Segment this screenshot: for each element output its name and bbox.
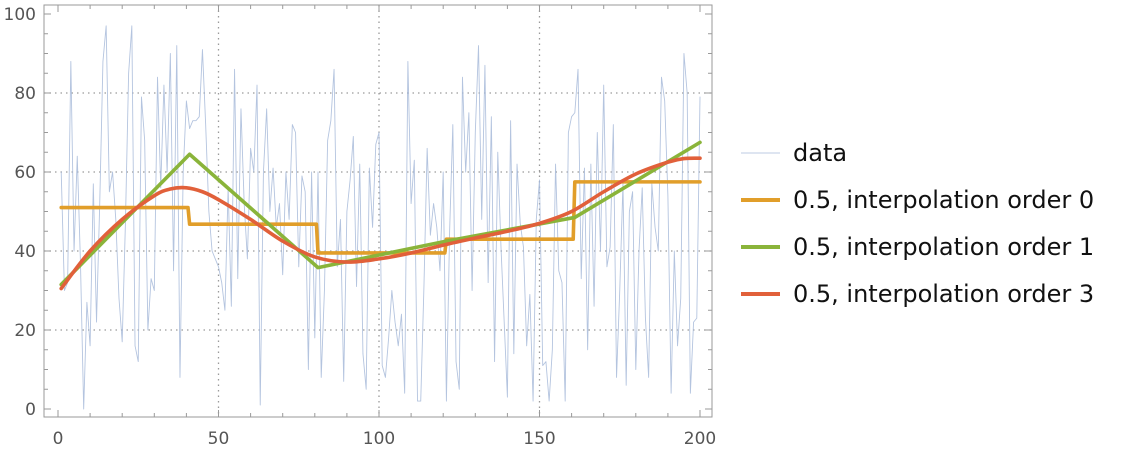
legend-label: 0.5, interpolation order 0 <box>793 186 1094 214</box>
y-tick-label: 20 <box>14 321 36 341</box>
grid <box>44 5 712 417</box>
series-line-3 <box>59 156 702 291</box>
x-tick-label: 100 <box>363 429 395 449</box>
axis-ticks <box>44 5 712 417</box>
legend-label: 0.5, interpolation order 1 <box>793 233 1094 261</box>
x-tick-label: 0 <box>53 429 64 449</box>
series-layer <box>59 25 702 410</box>
tick-labels: 0 50 100 150 200 0 20 40 60 80 100 <box>4 5 717 449</box>
legend-label: data <box>793 139 847 167</box>
plot-frame <box>43 4 713 418</box>
series-line-2 <box>59 140 702 287</box>
y-tick-label: 100 <box>4 5 36 25</box>
x-tick-label: 150 <box>523 429 555 449</box>
x-tick-label: 50 <box>208 429 230 449</box>
y-tick-label: 80 <box>14 84 36 104</box>
y-tick-label: 40 <box>14 242 36 262</box>
y-tick-label: 60 <box>14 163 36 183</box>
legend-label: 0.5, interpolation order 3 <box>793 280 1094 308</box>
legend: data 0.5, interpolation order 0 0.5, inter… <box>741 139 1094 308</box>
series-line-0 <box>60 25 701 410</box>
y-tick-label: 0 <box>25 400 36 420</box>
x-tick-label: 200 <box>684 429 716 449</box>
